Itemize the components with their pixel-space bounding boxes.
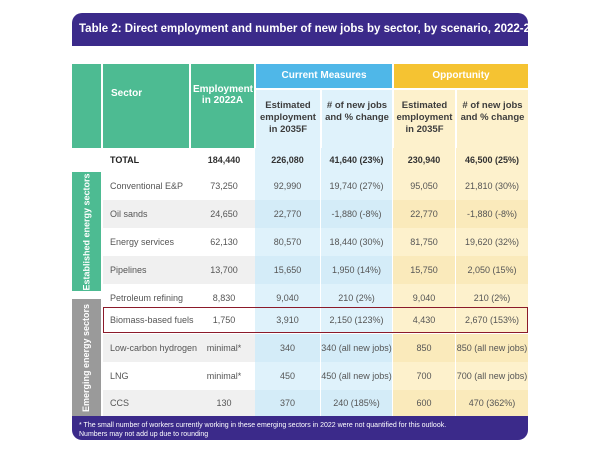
cell-op-estimated: 850 <box>392 334 455 362</box>
header-employment: Employment in 2022A <box>191 64 254 148</box>
cell-cm-estimated: 92,990 <box>255 172 320 200</box>
cell-cm-estimated: 226,080 <box>255 148 320 172</box>
cell-op-new-jobs: 21,810 (30%) <box>455 172 528 200</box>
header-side-spacer <box>72 64 101 148</box>
cell-sector: LNG <box>110 371 129 381</box>
cell-cm-new-jobs: 450 (all new jobs) <box>320 362 392 390</box>
cell-op-new-jobs: 2,050 (15%) <box>455 256 528 284</box>
cell-employment: 13,700 <box>210 265 238 275</box>
cell-cm-estimated: 15,650 <box>255 256 320 284</box>
cell-employment: 184,440 <box>207 155 241 165</box>
cell-cm-new-jobs: 18,440 (30%) <box>320 228 392 256</box>
header-op-estimated: Estimated employment in 2035F <box>394 90 455 148</box>
table-row: LNG minimal* 450 450 (all new jobs) 700 … <box>103 362 528 390</box>
cell-op-estimated: 700 <box>392 362 455 390</box>
header-sector: Sector <box>103 64 189 148</box>
cell-cm-estimated: 450 <box>255 362 320 390</box>
cell-sector: Oil sands <box>110 209 148 219</box>
table-row: Low-carbon hydrogen minimal* 340 340 (al… <box>103 334 528 362</box>
established-group-text: Established energy sectors <box>81 172 92 291</box>
cell-cm-new-jobs: 340 (all new jobs) <box>320 334 392 362</box>
cell-cm-new-jobs: 1,950 (14%) <box>320 256 392 284</box>
established-group-label: Established energy sectors <box>72 172 101 291</box>
cell-op-estimated: 600 <box>392 390 455 416</box>
header-op-new-jobs: # of new jobs and % change <box>457 90 528 148</box>
cell-cm-new-jobs: 240 (185%) <box>320 390 392 416</box>
cell-op-new-jobs: 19,620 (32%) <box>455 228 528 256</box>
header-opportunity: Opportunity <box>394 64 528 88</box>
cell-cm-new-jobs: 19,740 (27%) <box>320 172 392 200</box>
cell-sector: Low-carbon hydrogen <box>110 343 198 353</box>
emerging-group-text: Emerging energy sectors <box>81 303 92 412</box>
cell-op-estimated: 4,430 <box>392 307 455 333</box>
table-row: Pipelines 13,700 15,650 1,950 (14%) 15,7… <box>103 256 528 284</box>
header-cm-estimated: Estimated employment in 2035F <box>256 90 320 148</box>
cell-sector: CCS <box>110 398 130 408</box>
cell-sector: Biomass-based fuels <box>110 315 194 325</box>
cell-op-estimated: 230,940 <box>392 148 455 172</box>
cell-cm-estimated: 80,570 <box>255 228 320 256</box>
cell-employment: 62,130 <box>210 237 238 247</box>
table-row: Conventional E&P 73,250 92,990 19,740 (2… <box>103 172 528 200</box>
cell-employment: 8,830 <box>212 293 236 303</box>
header-current-measures: Current Measures <box>256 64 392 88</box>
cell-cm-estimated: 3,910 <box>255 307 320 333</box>
cell-employment: 130 <box>216 398 232 408</box>
cell-cm-estimated: 340 <box>255 334 320 362</box>
cell-cm-new-jobs: 41,640 (23%) <box>320 148 392 172</box>
cell-op-new-jobs: 2,670 (153%) <box>455 307 528 333</box>
cell-sector: TOTAL <box>110 155 140 165</box>
cell-employment: 1,750 <box>212 315 236 325</box>
table-title: Table 2: Direct employment and number of… <box>72 13 549 46</box>
cell-op-new-jobs: 700 (all new jobs) <box>455 362 528 390</box>
cell-sector: Pipelines <box>110 265 147 275</box>
cell-employment: 73,250 <box>210 181 238 191</box>
table-row-highlighted: Biomass-based fuels 1,750 3,910 2,150 (1… <box>103 307 528 333</box>
table-row-total: TOTAL 184,440 226,080 41,640 (23%) 230,9… <box>103 148 528 172</box>
cell-op-new-jobs: -1,880 (-8%) <box>455 200 528 228</box>
table-row: Oil sands 24,650 22,770 -1,880 (-8%) 22,… <box>103 200 528 228</box>
table-row: Energy services 62,130 80,570 18,440 (30… <box>103 228 528 256</box>
header-cm-new-jobs: # of new jobs and % change <box>322 90 392 148</box>
footnote: * The small number of workers currently … <box>72 416 528 440</box>
footnote-line-2: Numbers may not add up due to rounding <box>79 431 209 438</box>
footnote-line-1: * The small number of workers currently … <box>79 422 447 429</box>
cell-op-new-jobs: 470 (362%) <box>455 390 528 416</box>
cell-employment: minimal* <box>206 371 242 381</box>
cell-employment: 24,650 <box>210 209 238 219</box>
cell-cm-new-jobs: -1,880 (-8%) <box>320 200 392 228</box>
cell-cm-new-jobs: 2,150 (123%) <box>320 307 392 333</box>
cell-sector: Energy services <box>110 237 175 247</box>
cell-op-estimated: 15,750 <box>392 256 455 284</box>
cell-employment: minimal* <box>206 343 242 353</box>
cell-op-new-jobs: 850 (all new jobs) <box>455 334 528 362</box>
cell-op-estimated: 95,050 <box>392 172 455 200</box>
employment-table: Established energy sectors Emerging ener… <box>72 46 528 416</box>
cell-cm-estimated: 22,770 <box>255 200 320 228</box>
table-row: CCS 130 370 240 (185%) 600 470 (362%) <box>103 390 528 416</box>
table-card: Table 2: Direct employment and number of… <box>72 13 549 440</box>
emerging-group-label: Emerging energy sectors <box>72 299 101 416</box>
cell-op-estimated: 81,750 <box>392 228 455 256</box>
table-row: Petroleum refining 8,830 9,040 210 (2%) … <box>103 284 528 312</box>
cell-sector: Conventional E&P <box>110 181 184 191</box>
cell-op-estimated: 22,770 <box>392 200 455 228</box>
cell-cm-estimated: 370 <box>255 390 320 416</box>
cell-op-new-jobs: 46,500 (25%) <box>455 148 528 172</box>
cell-sector: Petroleum refining <box>110 293 184 303</box>
